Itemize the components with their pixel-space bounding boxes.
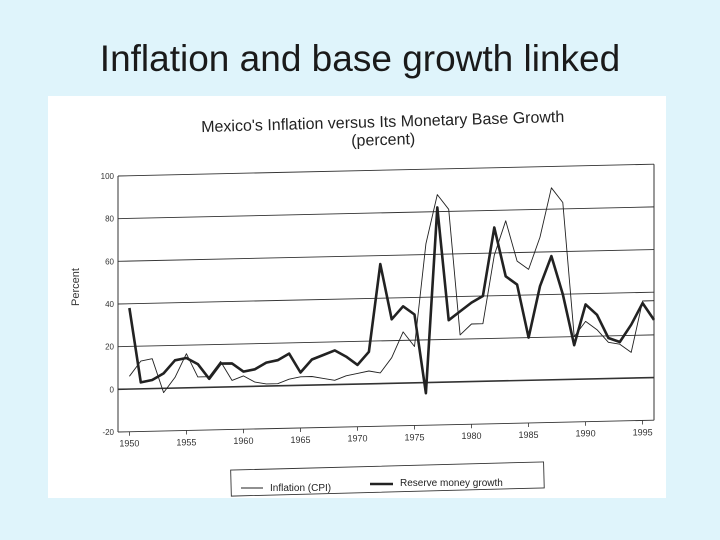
x-tick-label: 1990 [576, 429, 596, 439]
gridline [117, 376, 655, 391]
gridline [117, 334, 655, 348]
x-tick-label: 1995 [633, 427, 653, 437]
y-tick-label: 60 [105, 257, 114, 266]
chart-panel: Mexico's Inflation versus Its Monetary B… [48, 96, 666, 498]
gridline [117, 249, 655, 262]
x-tick-label: 1980 [462, 431, 482, 441]
slide-title: Inflation and base growth linked [99, 38, 621, 79]
gridline [117, 206, 655, 220]
y-tick-label: -20 [102, 428, 114, 437]
x-tick-label: 1960 [233, 436, 253, 446]
reserve-money-growth-line [128, 206, 656, 395]
y-tick-label: 0 [110, 385, 115, 394]
y-tick-label: 40 [105, 300, 114, 309]
y-tick-label: 80 [105, 215, 114, 224]
y-tick-label: 100 [101, 172, 115, 181]
x-tick-label: 1955 [176, 437, 196, 447]
legend-box [230, 461, 545, 497]
line-chart: 100 80 60 40 20 0 -20 1950 1955 1960 1965 1970 1975 1… [101, 163, 656, 497]
legend-label-reserve: Reserve money growth [400, 478, 503, 489]
gridline [117, 419, 655, 433]
y-tick-label: 20 [105, 343, 114, 352]
x-tick-label: 1965 [290, 435, 310, 445]
x-tick-label: 1975 [404, 432, 424, 442]
legend-label-inflation: Inflation (CPI) [270, 483, 331, 494]
inflation-cpi-line [129, 187, 655, 394]
gridline [117, 163, 655, 177]
x-tick-label: 1970 [347, 434, 367, 444]
x-tick-label: 1985 [519, 430, 539, 440]
x-tick-label: 1950 [119, 439, 139, 449]
